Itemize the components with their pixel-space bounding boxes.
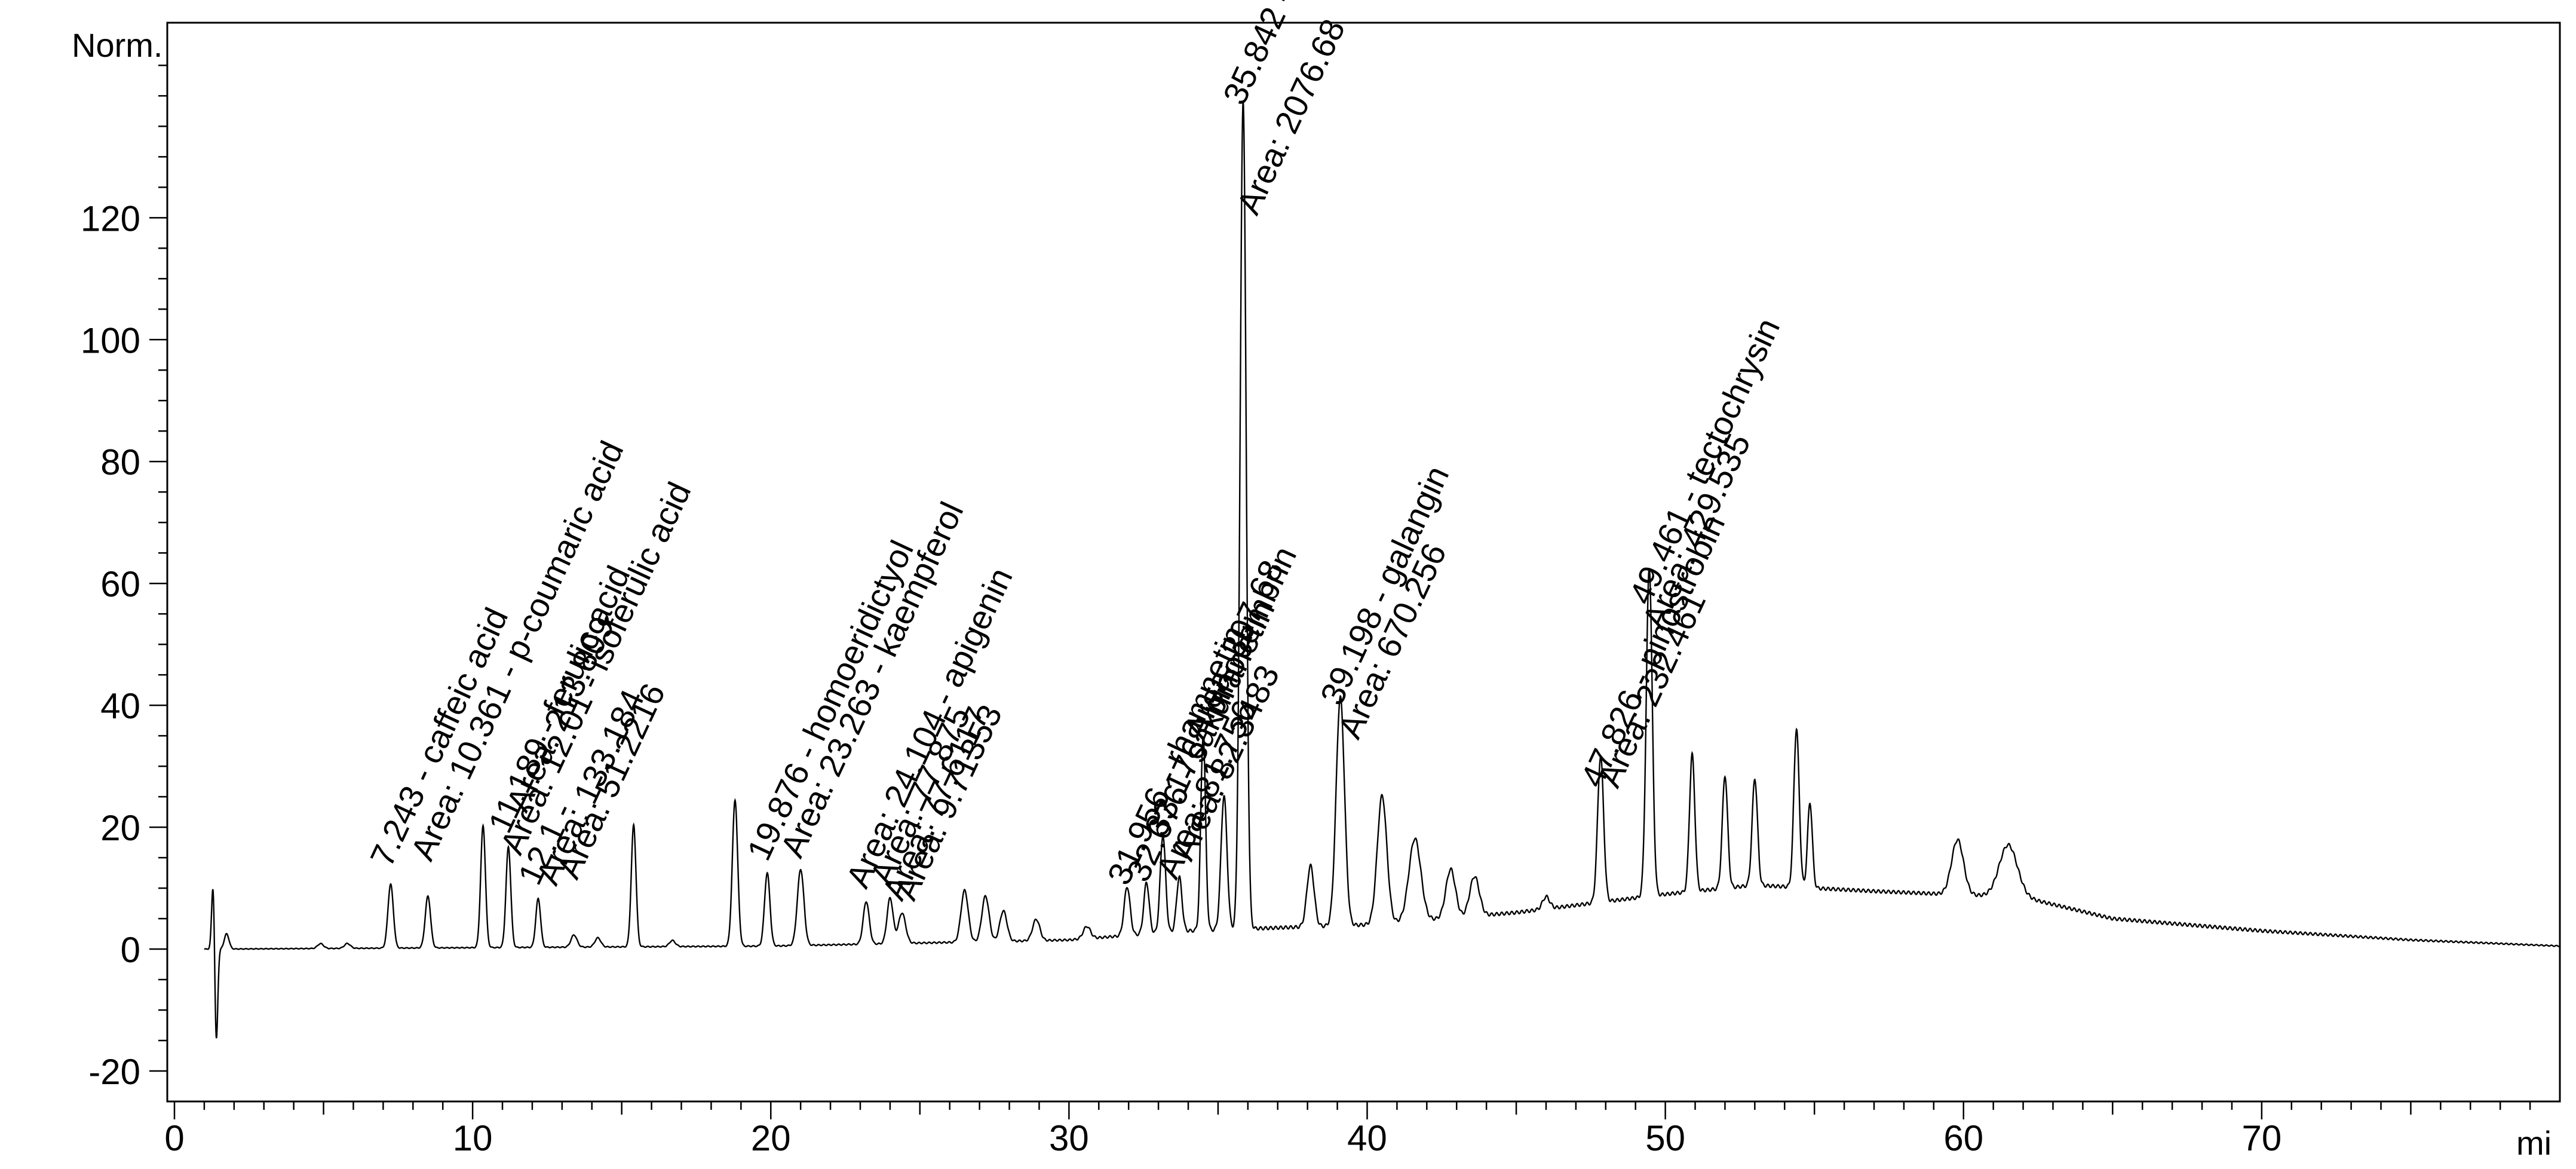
y-axis-label: Norm. [72, 26, 162, 64]
y-axis-ticks: -20 0 20 40 60 80 100 120 [81, 65, 167, 1092]
x-tick-label: 60 [1943, 1118, 1983, 1158]
y-tick-label: 40 [100, 686, 140, 726]
chromatogram-trace [204, 101, 2560, 1039]
y-tick-label: 20 [100, 808, 140, 848]
x-tick-label: 10 [453, 1118, 493, 1158]
y-tick-label: 60 [100, 564, 140, 604]
x-axis-label: mi [2516, 1124, 2552, 1162]
y-tick-label: 100 [81, 320, 140, 360]
x-tick-label: 0 [164, 1118, 184, 1158]
y-tick-label: -20 [88, 1052, 140, 1092]
plot-frame [166, 22, 2561, 1103]
x-tick-label: 30 [1049, 1118, 1089, 1158]
x-axis-ticks: 0 10 20 30 40 50 60 70 [164, 1101, 2531, 1158]
y-tick-label: 120 [81, 198, 140, 238]
x-tick-label: 20 [751, 1118, 791, 1158]
x-tick-label: 70 [2242, 1118, 2282, 1158]
y-tick-label: 0 [121, 930, 140, 970]
x-tick-label: 40 [1347, 1118, 1387, 1158]
y-tick-label: 80 [100, 442, 140, 482]
x-tick-label: 50 [1645, 1118, 1685, 1158]
